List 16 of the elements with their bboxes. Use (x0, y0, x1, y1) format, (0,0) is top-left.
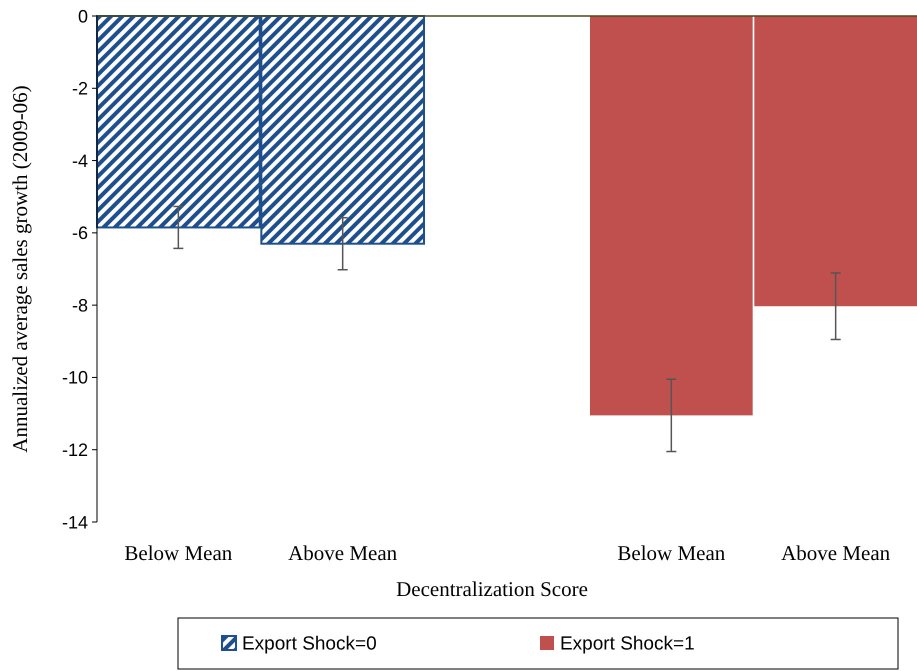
y-tick-label: -14 (62, 512, 88, 532)
x-tick-label: Below Mean (617, 541, 726, 565)
y-axis-title: Annualized average sales growth (2009-06) (8, 85, 32, 453)
y-tick-label: -10 (62, 368, 88, 388)
x-tick-label: Below Mean (124, 541, 233, 565)
x-axis-title: Decentralization Score (396, 577, 588, 601)
legend-label: Export Shock=1 (560, 634, 695, 655)
x-tick-label: Above Mean (781, 541, 891, 565)
y-tick-label: 0 (78, 6, 88, 26)
y-tick-label: -4 (72, 150, 88, 171)
y-tick-label: -6 (72, 223, 88, 244)
y-tick-label: -12 (62, 440, 88, 460)
y-tick-label: -8 (72, 295, 88, 316)
y-tick-label: -2 (72, 78, 88, 99)
x-tick-label: Above Mean (288, 541, 398, 565)
legend-label: Export Shock=0 (242, 634, 377, 655)
